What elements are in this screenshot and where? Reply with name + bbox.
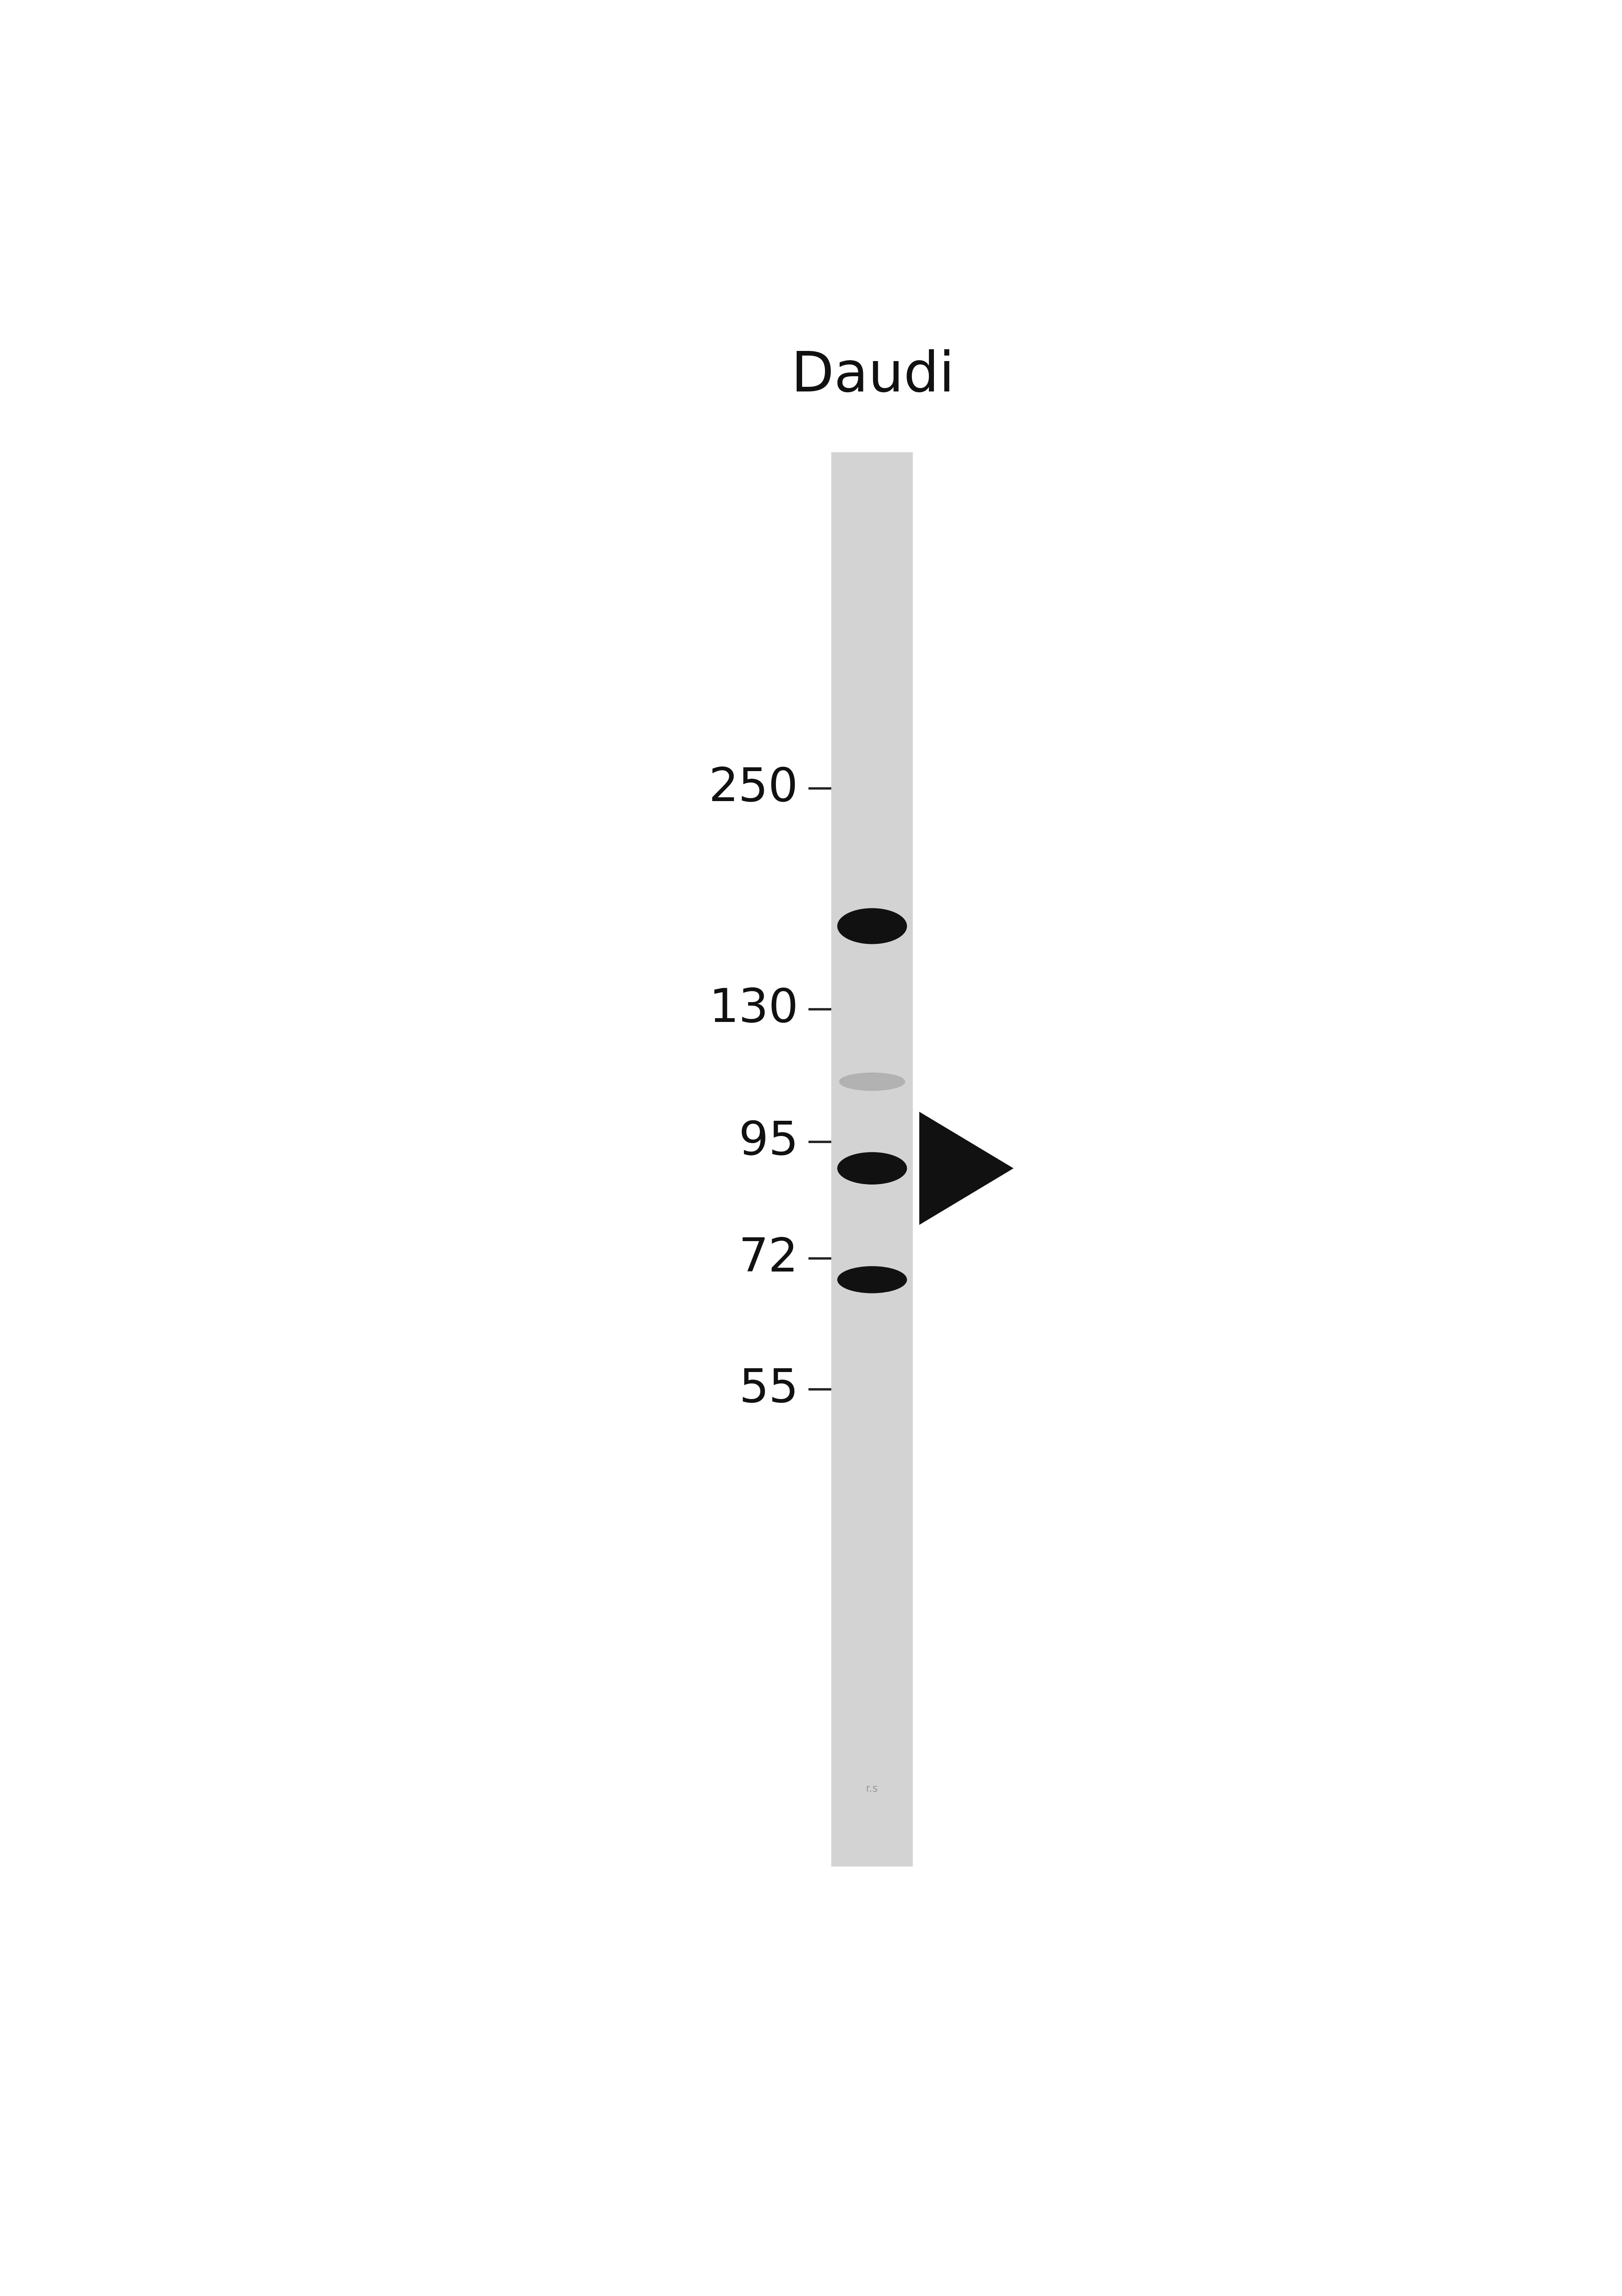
Polygon shape: [920, 1111, 1014, 1224]
Text: 72: 72: [740, 1235, 798, 1281]
Text: 55: 55: [740, 1366, 798, 1412]
Ellipse shape: [837, 1267, 907, 1293]
Text: 130: 130: [709, 987, 798, 1031]
Ellipse shape: [840, 1072, 905, 1091]
Text: 95: 95: [740, 1118, 798, 1164]
Ellipse shape: [837, 1153, 907, 1185]
Bar: [830, 452, 913, 1867]
Text: 250: 250: [709, 765, 798, 810]
Text: Daudi: Daudi: [792, 349, 954, 402]
Text: r.s: r.s: [866, 1784, 878, 1793]
Ellipse shape: [837, 909, 907, 944]
